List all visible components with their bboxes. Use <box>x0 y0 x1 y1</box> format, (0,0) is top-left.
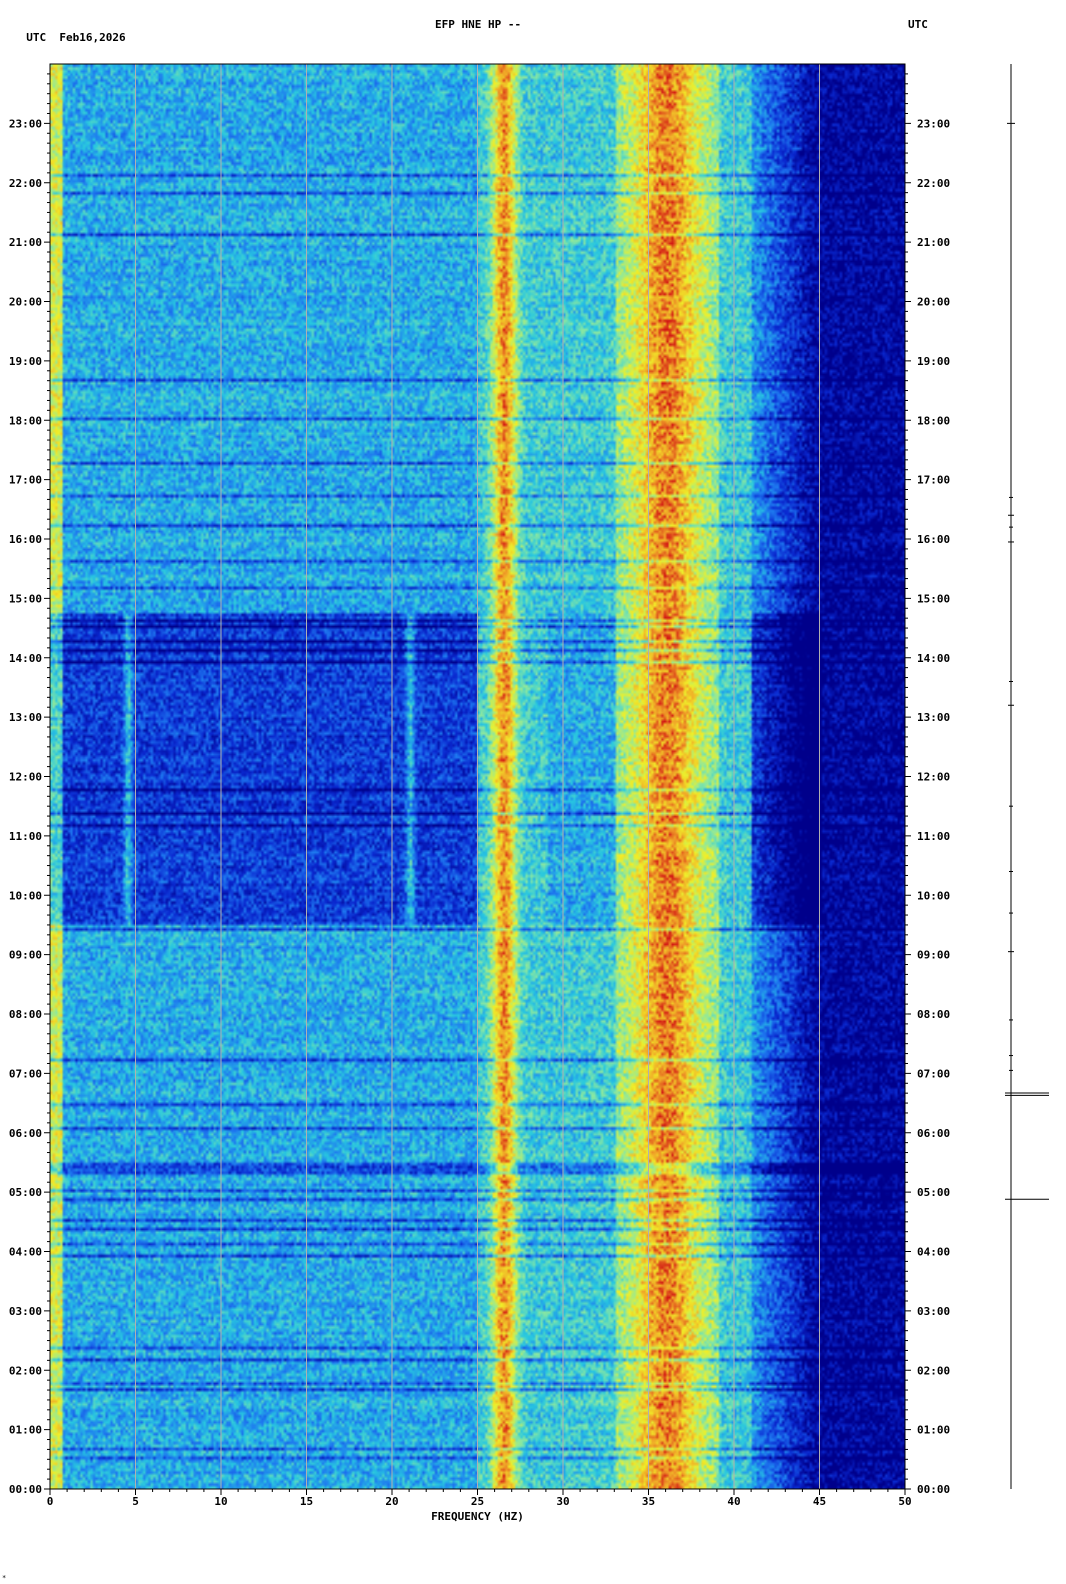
y-tick-label-right: 01:00 <box>917 1424 950 1437</box>
x-tick-label: 45 <box>813 1495 826 1508</box>
y-tick-label-right: 00:00 <box>917 1483 950 1496</box>
y-tick-label-right: 13:00 <box>917 711 950 724</box>
x-tick-label: 15 <box>300 1495 313 1508</box>
y-tick-label-right: 16:00 <box>917 533 950 546</box>
header-timezone-left: UTC <box>26 31 47 44</box>
y-tick-label-left: 01:00 <box>9 1424 42 1437</box>
y-tick-label-right: 08:00 <box>917 1008 950 1021</box>
x-tick-label: 10 <box>214 1495 227 1508</box>
y-tick-label-left: 02:00 <box>9 1364 42 1377</box>
y-tick-label-left: 07:00 <box>9 1067 42 1080</box>
y-tick-label-left: 19:00 <box>9 355 42 368</box>
y-tick-label-right: 14:00 <box>917 652 950 665</box>
header-left: UTC Feb16,2026 <box>13 18 126 44</box>
y-tick-label-left: 23:00 <box>9 117 42 130</box>
x-tick-label: 5 <box>132 1495 139 1508</box>
y-tick-label-left: 00:00 <box>9 1483 42 1496</box>
seismic-trace <box>1005 64 1049 1489</box>
x-tick-label: 35 <box>642 1495 655 1508</box>
y-tick-label-right: 23:00 <box>917 117 950 130</box>
header-station: EFP HNE HP -- <box>435 18 522 31</box>
y-tick-label-right: 04:00 <box>917 1246 950 1259</box>
y-tick-label-right: 17:00 <box>917 474 950 487</box>
y-tick-label-left: 03:00 <box>9 1305 42 1318</box>
x-tick-label: 0 <box>47 1495 54 1508</box>
y-tick-label-left: 20:00 <box>9 296 42 309</box>
y-tick-label-left: 04:00 <box>9 1246 42 1259</box>
y-tick-label-right: 21:00 <box>917 236 950 249</box>
y-tick-label-right: 05:00 <box>917 1186 950 1199</box>
header-date: Feb16,2026 <box>59 31 126 44</box>
header-timezone-right: UTC <box>908 18 928 31</box>
y-tick-label-left: 06:00 <box>9 1127 42 1140</box>
y-tick-label-left: 14:00 <box>9 652 42 665</box>
y-tick-label-right: 09:00 <box>917 949 950 962</box>
y-tick-label-right: 02:00 <box>917 1364 950 1377</box>
y-tick-label-left: 12:00 <box>9 771 42 784</box>
x-tick-label: 50 <box>898 1495 911 1508</box>
y-tick-label-right: 03:00 <box>917 1305 950 1318</box>
y-tick-label-left: 11:00 <box>9 830 42 843</box>
y-tick-label-left: 17:00 <box>9 474 42 487</box>
y-tick-label-left: 15:00 <box>9 592 42 605</box>
y-tick-label-left: 22:00 <box>9 177 42 190</box>
y-tick-label-left: 09:00 <box>9 949 42 962</box>
y-tick-label-left: 08:00 <box>9 1008 42 1021</box>
x-tick-label: 20 <box>385 1495 398 1508</box>
y-tick-label-left: 13:00 <box>9 711 42 724</box>
y-tick-label-right: 06:00 <box>917 1127 950 1140</box>
y-tick-label-right: 20:00 <box>917 296 950 309</box>
y-tick-label-right: 19:00 <box>917 355 950 368</box>
y-tick-label-left: 18:00 <box>9 414 42 427</box>
y-tick-label-right: 11:00 <box>917 830 950 843</box>
axes: 0 5 10 15 20 25 30 35 40 45 50 00:00 00:00 01:00 01:00… <box>9 73 950 1508</box>
y-tick-label-right: 18:00 <box>917 414 950 427</box>
x-tick-label: 25 <box>471 1495 484 1508</box>
y-tick-label-right: 12:00 <box>917 771 950 784</box>
footer-mark: * <box>2 1574 7 1582</box>
x-tick-label: 30 <box>556 1495 569 1508</box>
y-tick-label-left: 05:00 <box>9 1186 42 1199</box>
y-tick-label-right: 15:00 <box>917 592 950 605</box>
x-tick-label: 40 <box>727 1495 740 1508</box>
y-tick-label-left: 16:00 <box>9 533 42 546</box>
y-tick-label-right: 07:00 <box>917 1067 950 1080</box>
y-tick-label-right: 22:00 <box>917 177 950 190</box>
x-axis-label: FREQUENCY (HZ) <box>431 1510 524 1523</box>
y-tick-label-left: 10:00 <box>9 889 42 902</box>
y-tick-label-right: 10:00 <box>917 889 950 902</box>
frequency-gridlines <box>135 64 820 1489</box>
y-tick-label-left: 21:00 <box>9 236 42 249</box>
